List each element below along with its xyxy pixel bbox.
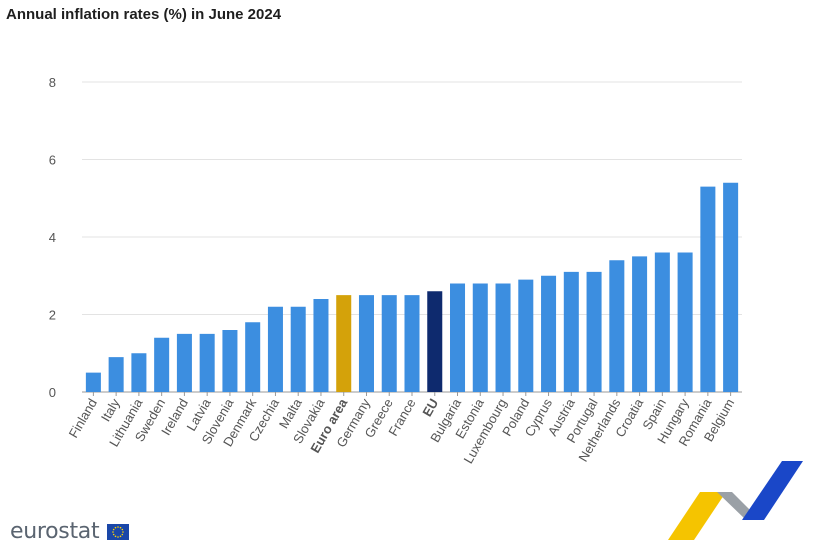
bar bbox=[427, 291, 443, 392]
bar bbox=[313, 299, 329, 392]
star-icon bbox=[112, 533, 115, 536]
chart-title: Annual inflation rates (%) in June 2024 bbox=[6, 6, 282, 23]
bar bbox=[632, 256, 648, 392]
bar bbox=[518, 279, 534, 392]
star-icon bbox=[112, 528, 115, 531]
bar bbox=[85, 372, 101, 392]
bar bbox=[450, 283, 466, 392]
bar bbox=[723, 182, 739, 392]
star-icon bbox=[122, 531, 124, 533]
star-icon bbox=[114, 526, 117, 529]
bar bbox=[700, 186, 716, 392]
eurostat-logo-text: eurostat bbox=[10, 519, 100, 544]
bar bbox=[336, 295, 352, 392]
bar bbox=[586, 271, 602, 392]
bar bbox=[154, 337, 170, 392]
bar bbox=[404, 295, 420, 392]
bar bbox=[245, 322, 261, 392]
y-tick-label: 2 bbox=[49, 308, 56, 323]
star-icon bbox=[121, 533, 124, 536]
eu-flag-icon bbox=[107, 524, 129, 540]
bar bbox=[472, 283, 488, 392]
y-tick-label: 4 bbox=[49, 230, 56, 245]
bar bbox=[131, 353, 147, 392]
star-icon bbox=[112, 531, 114, 533]
blue-stripe-graphic bbox=[742, 461, 803, 520]
star-icon bbox=[117, 536, 119, 538]
star-icon bbox=[119, 535, 122, 538]
star-icon bbox=[119, 526, 122, 529]
y-tick-label: 0 bbox=[49, 385, 56, 400]
star-icon bbox=[121, 528, 124, 531]
y-tick-label: 6 bbox=[49, 153, 56, 168]
bar bbox=[290, 306, 306, 392]
bar bbox=[199, 333, 215, 392]
bar bbox=[541, 275, 557, 392]
y-tick-label: 8 bbox=[49, 75, 56, 90]
bar bbox=[654, 252, 670, 392]
bar bbox=[495, 283, 511, 392]
bar bbox=[609, 260, 625, 392]
bar bbox=[176, 333, 192, 392]
star-icon bbox=[117, 526, 119, 528]
bar bbox=[267, 306, 283, 392]
bar bbox=[358, 295, 374, 392]
star-icon bbox=[114, 535, 117, 538]
bar bbox=[381, 295, 397, 392]
bar bbox=[108, 357, 124, 392]
flag-background bbox=[107, 524, 129, 540]
bar-chart: 02468FinlandItalyLithuaniaSwedenIrelandL… bbox=[49, 75, 742, 466]
bar bbox=[563, 271, 579, 392]
bar bbox=[677, 252, 693, 392]
bar bbox=[222, 330, 238, 392]
yellow-stripe-graphic bbox=[668, 492, 726, 540]
